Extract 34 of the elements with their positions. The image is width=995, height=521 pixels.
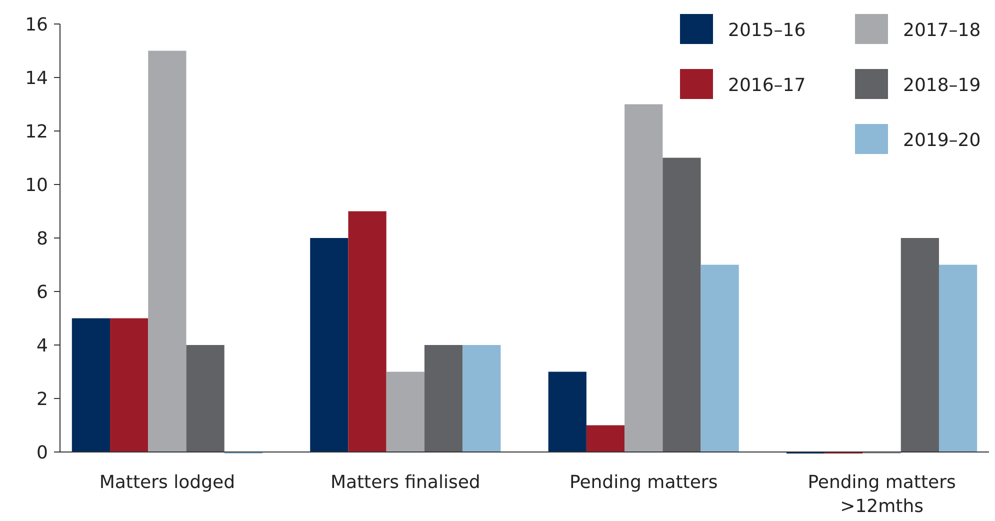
bar [310,238,348,452]
x-tick-label: Matters lodged [99,472,236,493]
legend-label: 2017–18 [903,20,981,41]
y-tick-label: 8 [36,228,48,250]
y-tick-label: 4 [36,335,48,356]
legend-label: 2015–16 [728,20,806,41]
bar [148,50,186,452]
legend-label: 2018–19 [903,75,981,96]
bar [900,238,939,452]
y-tick-label: 2 [36,388,48,410]
y-tick-label: 6 [36,282,48,303]
legend-label: 2019–20 [903,130,981,151]
x-tick-label: Pending matters >12mths [808,472,956,517]
bar [110,318,148,452]
bar [72,318,110,452]
bar [624,104,663,452]
bar [548,372,586,452]
y-tick-label: 10 [25,174,48,196]
bar [662,158,701,452]
y-tick-label: 14 [25,68,48,89]
y-tick-label: 0 [36,442,48,464]
bar [348,211,386,452]
bar [700,264,739,452]
bar [386,372,424,452]
bar [586,425,625,452]
bar [186,345,224,452]
x-tick-label: Matters finalised [330,472,480,493]
x-tick-label: Pending matters [569,472,718,493]
legend-label: 2016–17 [728,75,806,96]
bar [462,345,501,452]
bar [424,345,463,452]
y-tick-label: 16 [25,14,48,36]
y-tick-label: 12 [25,121,48,142]
bar [938,264,978,452]
